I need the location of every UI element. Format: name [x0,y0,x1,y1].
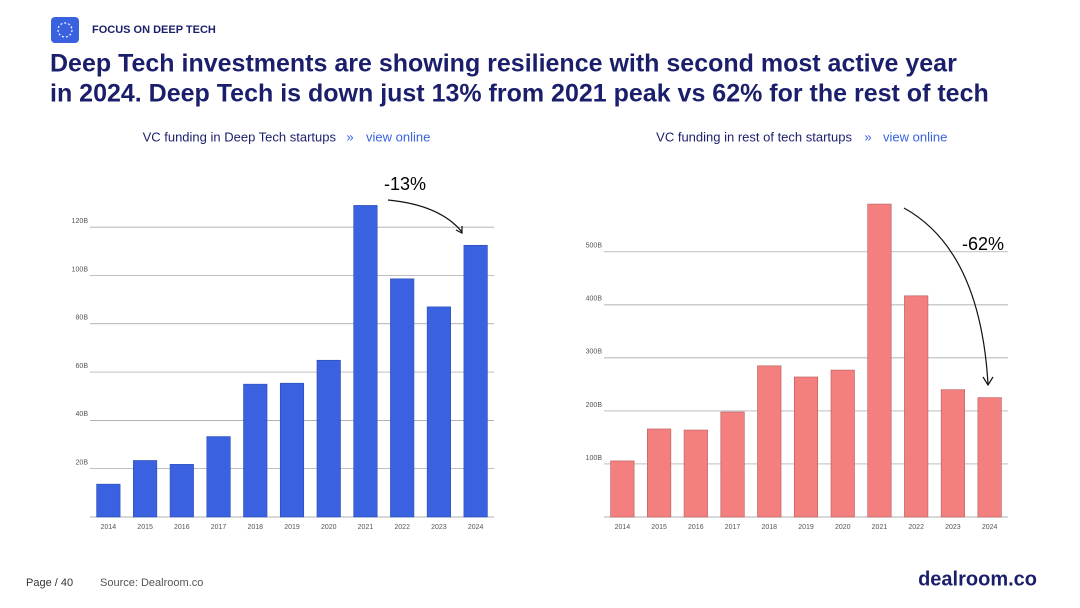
y-tick-label: 500B [586,243,603,250]
x-tick-label: 2020 [321,524,337,531]
chart-subtitle: VC funding in rest of tech startups [656,129,852,144]
bar [683,429,708,518]
bar [426,306,451,518]
x-tick-label: 2023 [431,524,447,531]
x-tick-label: 2023 [945,524,961,531]
bar [757,365,782,518]
x-tick-label: 2014 [101,524,117,531]
bar [243,383,268,518]
bar [279,382,305,518]
y-tick-label: 100B [72,266,89,273]
annotation-arrow [903,207,989,385]
bar [647,428,672,518]
bar [463,244,488,518]
bar [793,376,819,518]
logo: dealroom.co [918,568,1037,590]
x-tick-label: 2022 [908,524,924,531]
x-tick-label: 2014 [615,524,631,531]
x-tick-label: 2016 [174,524,190,531]
y-tick-label: 200B [586,402,603,409]
annotation-arrow [387,199,463,233]
x-tick-label: 2018 [247,524,263,531]
y-tick-label: 120B [72,218,89,225]
bar [977,397,1002,518]
y-tick-label: 400B [586,296,603,303]
x-tick-label: 2022 [394,524,410,531]
arrow-head [982,376,994,387]
y-tick-label: 60B [76,363,89,370]
arrow-head [455,226,463,234]
title-line: Deep Tech investments are showing resili… [50,50,957,78]
y-tick-label: 300B [586,349,603,356]
bar [867,203,892,518]
bar [169,464,194,518]
x-tick-label: 2024 [468,524,484,531]
x-tick-label: 2016 [688,524,704,531]
charts: 20B 40B 60B 80B 100B 120B 2014 2015 2016 2017 2018… [72,203,1008,531]
title-line: in 2024. Deep Tech is down just 13% from… [50,80,989,108]
x-tick-label: 2018 [761,524,777,531]
separator: » [346,129,353,144]
annotation: -62% [962,234,1004,254]
y-tick-label: 40B [76,411,89,418]
bar [133,460,158,518]
bar [96,483,121,518]
bar [830,369,855,518]
x-tick-label: 2017 [211,524,227,531]
x-tick-label: 2024 [982,524,998,531]
y-tick-label: 20B [76,460,89,467]
bar [610,460,635,518]
y-tick-label: 100B [586,455,603,462]
chart-subtitle: VC funding in Deep Tech startups [143,129,337,144]
annotation: -13% [384,174,426,194]
view-online-link[interactable]: view online [366,129,430,144]
separator: » [864,129,871,144]
bar [720,411,745,518]
section-icon [51,17,79,43]
x-tick-label: 2015 [651,524,667,531]
x-tick-label: 2021 [872,524,888,531]
bar [353,205,378,518]
section-label: FOCUS ON DEEP TECH [92,24,216,36]
bar [940,389,965,518]
y-tick-label: 80B [76,315,89,322]
x-tick-label: 2021 [358,524,374,531]
bar [316,359,341,518]
view-online-link[interactable]: view online [883,129,947,144]
source: Source: Dealroom.co [100,577,203,589]
x-tick-label: 2015 [137,524,153,531]
bar [390,278,415,518]
bar [904,295,929,518]
x-tick-label: 2017 [725,524,741,531]
section-icon-glyph [57,22,73,38]
page-number: Page / 40 [26,577,73,589]
x-tick-label: 2019 [798,524,814,531]
x-tick-label: 2019 [284,524,300,531]
x-tick-label: 2020 [835,524,851,531]
bar [206,436,231,518]
